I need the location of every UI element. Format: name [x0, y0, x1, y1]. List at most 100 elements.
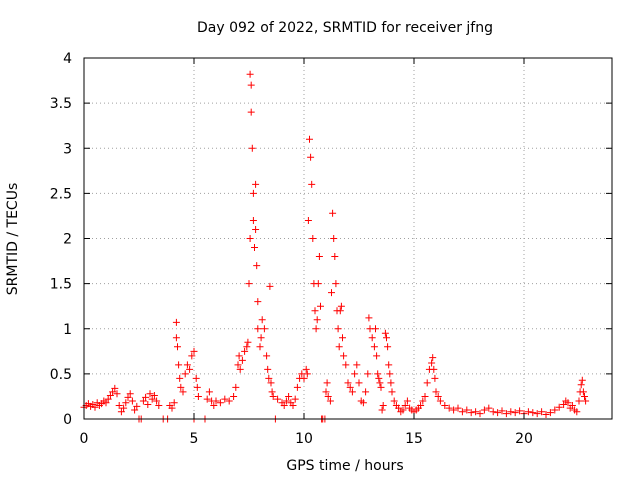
y-tick-label: 0.5: [50, 367, 72, 383]
data-point: [254, 298, 262, 306]
data-point: [312, 325, 320, 333]
data-point: [577, 381, 585, 389]
data-point: [168, 404, 176, 412]
data-point: [203, 395, 211, 403]
data-point: [329, 209, 337, 217]
y-tick-label: 2.5: [50, 186, 72, 202]
data-point: [340, 352, 348, 360]
data-point: [579, 388, 587, 396]
data-point: [421, 392, 429, 400]
data-point: [362, 388, 370, 396]
data-point: [244, 338, 252, 346]
data-point: [498, 407, 506, 415]
data-point: [247, 81, 255, 89]
y-tick-label: 4: [63, 51, 72, 67]
data-point: [186, 365, 194, 373]
data-point: [245, 280, 253, 288]
data-point: [254, 325, 262, 333]
data-point: [431, 374, 439, 382]
data-point: [131, 406, 139, 414]
data-point: [330, 235, 338, 242]
data-point: [374, 370, 382, 378]
x-tick-label: 0: [80, 431, 89, 447]
data-point: [307, 153, 315, 161]
data-point: [388, 388, 396, 396]
data-point: [106, 392, 114, 400]
data-point: [188, 352, 196, 360]
x-axis-label: GPS time / hours: [286, 458, 403, 474]
data-point: [489, 408, 497, 416]
data-point: [332, 280, 340, 288]
data-point: [175, 361, 183, 369]
data-point: [303, 370, 311, 378]
data-point: [417, 401, 425, 409]
data-point: [485, 404, 493, 412]
data-point: [280, 401, 288, 409]
data-point: [430, 365, 438, 373]
data-point: [373, 352, 381, 360]
data-point: [113, 390, 121, 398]
data-point: [355, 379, 363, 387]
data-point: [582, 397, 590, 405]
data-point: [538, 408, 546, 416]
data-point: [235, 352, 243, 360]
data-point: [247, 108, 255, 116]
data-point: [174, 343, 181, 351]
data-point: [193, 383, 201, 391]
data-point: [308, 180, 316, 188]
data-point: [434, 392, 442, 400]
data-point: [128, 397, 136, 405]
data-point: [480, 406, 488, 414]
data-point: [309, 235, 317, 242]
data-point: [111, 384, 119, 392]
data-point: [573, 408, 581, 416]
data-point: [423, 379, 431, 387]
data-point: [266, 282, 274, 290]
data-point: [383, 334, 390, 342]
data-point: [344, 379, 352, 387]
data-point: [234, 361, 242, 369]
data-point: [225, 397, 233, 405]
data-point: [564, 399, 572, 407]
data-point: [311, 307, 319, 315]
data-point: [267, 379, 275, 387]
data-point: [372, 325, 379, 333]
data-point: [102, 399, 110, 407]
data-point: [194, 392, 202, 400]
data-point: [381, 329, 389, 337]
data-point: [441, 401, 449, 409]
data-point: [379, 401, 387, 409]
data-point: [133, 402, 141, 410]
y-axis-label: SRMTID / TECUs: [5, 183, 21, 296]
data-points: [80, 70, 590, 423]
data-point: [212, 397, 220, 405]
data-point: [216, 399, 224, 407]
data-point: [251, 244, 258, 252]
data-point: [502, 410, 510, 418]
data-point: [454, 404, 462, 412]
data-point: [170, 399, 178, 407]
data-point: [335, 343, 343, 351]
data-point: [304, 216, 312, 224]
x-tick-label: 15: [405, 431, 423, 447]
data-point: [578, 376, 586, 384]
data-point: [124, 393, 132, 401]
data-point: [546, 409, 554, 417]
data-point: [353, 361, 361, 369]
data-point: [386, 370, 394, 378]
data-point: [399, 406, 407, 414]
data-point: [256, 343, 264, 351]
data-point: [302, 365, 310, 373]
data-point: [324, 392, 332, 400]
axis-ticks: 0 5 10 15 20 0 0.5 1 1.5 2 2.5 3 3.5 4: [50, 51, 612, 447]
data-point: [265, 374, 273, 382]
data-point: [246, 235, 254, 242]
data-point: [419, 397, 427, 405]
data-point: [150, 392, 158, 400]
data-point: [109, 388, 117, 396]
data-point: [176, 374, 184, 382]
y-tick-label: 1: [63, 322, 72, 338]
data-point: [91, 403, 99, 411]
data-point: [428, 359, 436, 367]
data-point: [385, 361, 393, 369]
